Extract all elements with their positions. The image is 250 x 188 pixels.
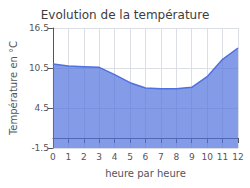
- svg-text:10: 10: [201, 152, 213, 162]
- svg-text:3: 3: [96, 152, 102, 162]
- svg-text:1: 1: [65, 152, 71, 162]
- svg-text:6: 6: [143, 152, 149, 162]
- svg-text:Température en °C: Température en °C: [8, 41, 19, 136]
- svg-text:10.5: 10.5: [29, 63, 49, 73]
- svg-text:11: 11: [217, 152, 228, 162]
- svg-text:heure par heure: heure par heure: [105, 168, 186, 179]
- svg-text:16.5: 16.5: [29, 23, 49, 33]
- svg-text:2: 2: [81, 152, 87, 162]
- svg-text:-1.5: -1.5: [31, 143, 49, 153]
- svg-text:Evolution de la température: Evolution de la température: [41, 8, 210, 22]
- svg-text:9: 9: [189, 152, 195, 162]
- svg-text:8: 8: [173, 152, 179, 162]
- svg-text:0: 0: [50, 152, 56, 162]
- svg-text:12: 12: [232, 152, 243, 162]
- svg-text:5: 5: [127, 152, 133, 162]
- svg-text:7: 7: [158, 152, 164, 162]
- svg-text:4: 4: [112, 152, 118, 162]
- svg-text:4.5: 4.5: [35, 103, 49, 113]
